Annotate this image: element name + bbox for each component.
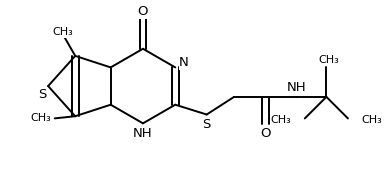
Text: O: O <box>260 127 271 140</box>
Text: NH: NH <box>133 127 153 140</box>
Text: NH: NH <box>287 80 307 93</box>
Text: CH₃: CH₃ <box>318 55 339 65</box>
Text: N: N <box>179 56 189 69</box>
Text: CH₃: CH₃ <box>362 115 383 125</box>
Text: S: S <box>203 118 211 131</box>
Text: O: O <box>138 5 148 18</box>
Text: CH₃: CH₃ <box>52 27 73 37</box>
Text: CH₃: CH₃ <box>30 113 51 123</box>
Text: S: S <box>38 88 46 101</box>
Text: CH₃: CH₃ <box>270 115 291 125</box>
